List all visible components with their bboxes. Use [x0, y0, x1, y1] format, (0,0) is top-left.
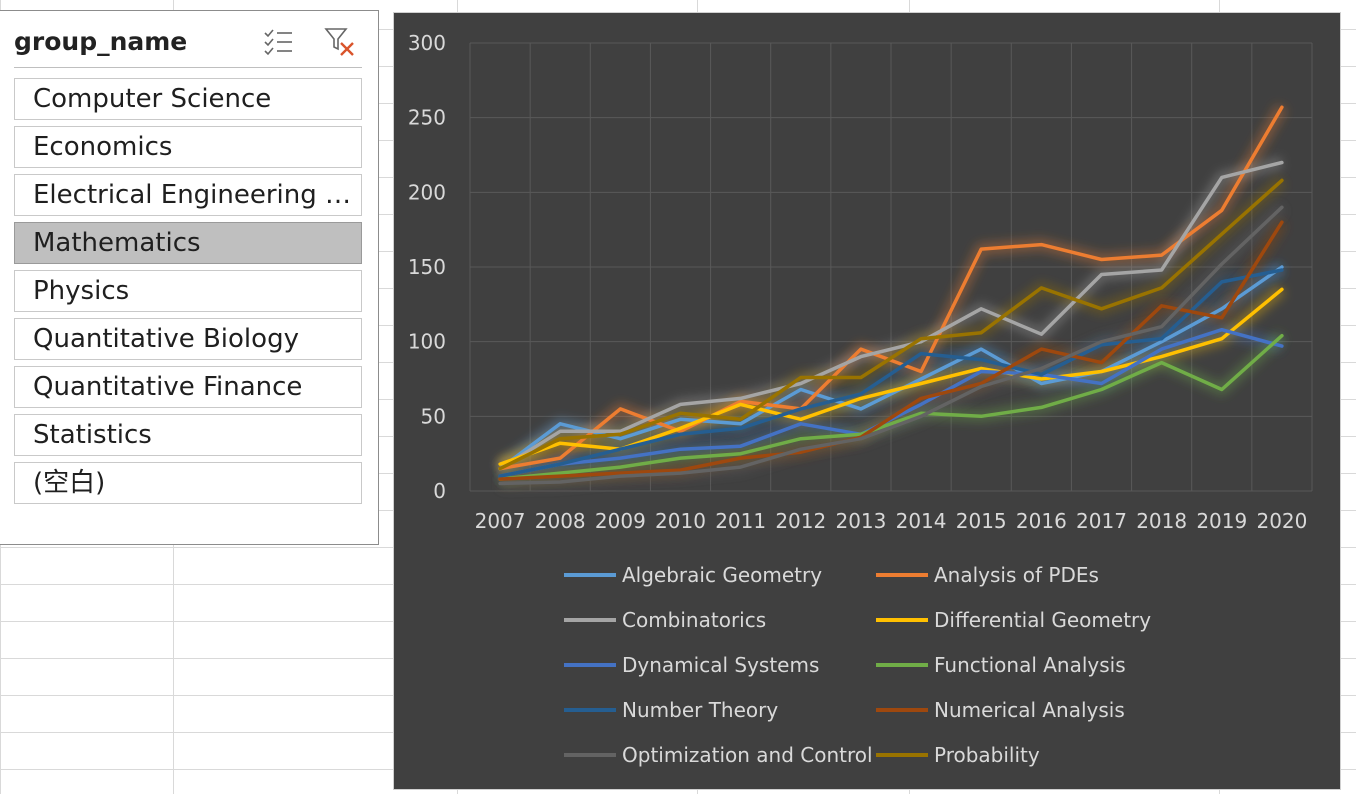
- y-axis-ticks: 0 50 100 150 200 250 300: [408, 31, 446, 503]
- legend-label[interactable]: Optimization and Control: [622, 743, 873, 767]
- y-tick-label: 200: [408, 180, 446, 204]
- series-line[interactable]: [498, 268, 1284, 478]
- y-tick-label: 300: [408, 31, 446, 55]
- clear-filter-icon[interactable]: [320, 25, 360, 59]
- series-line[interactable]: [498, 178, 1284, 471]
- x-tick-label: 2010: [655, 509, 706, 533]
- legend-label[interactable]: Algebraic Geometry: [622, 563, 822, 587]
- x-tick-label: 2015: [956, 509, 1007, 533]
- x-tick-label: 2011: [715, 509, 766, 533]
- legend-label[interactable]: Probability: [934, 743, 1040, 767]
- chart-legend: Algebraic Geometry Analysis of PDEs Combin…: [564, 563, 1151, 767]
- series-line[interactable]: [498, 220, 1284, 481]
- y-tick-label: 250: [408, 106, 446, 130]
- series-line[interactable]: [498, 160, 1284, 471]
- slicer-item-quantitative-finance[interactable]: Quantitative Finance: [14, 366, 362, 408]
- y-tick-label: 100: [408, 330, 446, 354]
- x-tick-label: 2018: [1136, 509, 1187, 533]
- series-line[interactable]: [498, 265, 1284, 471]
- legend-label[interactable]: Dynamical Systems: [622, 653, 819, 677]
- slicer-header-divider: [14, 67, 362, 68]
- series-lines: [498, 105, 1284, 486]
- x-tick-label: 2013: [835, 509, 886, 533]
- series-line[interactable]: [498, 333, 1284, 481]
- legend-label[interactable]: Differential Geometry: [934, 608, 1151, 632]
- x-axis-ticks: 2007 2008 2009 2010 2011 2012 2013 2014 2015 2016…: [475, 509, 1308, 533]
- slicer-item-mathematics[interactable]: Mathematics: [14, 222, 362, 264]
- line-chart[interactable]: 0 50 100 150 200 250 300 2007 2008 2009 2010 2011 2…: [393, 12, 1341, 790]
- legend-label[interactable]: Number Theory: [622, 698, 778, 722]
- multi-select-icon[interactable]: [258, 25, 298, 59]
- x-tick-label: 2012: [775, 509, 826, 533]
- x-tick-label: 2009: [595, 509, 646, 533]
- legend-label[interactable]: Functional Analysis: [934, 653, 1126, 677]
- y-tick-label: 50: [421, 404, 446, 428]
- legend-label[interactable]: Combinatorics: [622, 608, 766, 632]
- y-tick-label: 0: [433, 479, 446, 503]
- slicer-item-quantitative-biology[interactable]: Quantitative Biology: [14, 318, 362, 360]
- slicer-item-economics[interactable]: Economics: [14, 126, 362, 168]
- slicer-item-computer-science[interactable]: Computer Science: [14, 78, 362, 120]
- group-name-slicer: group_name Computer Science Economics El…: [0, 10, 379, 545]
- series-line[interactable]: [498, 205, 1284, 486]
- series-line[interactable]: [498, 105, 1284, 471]
- slicer-item-electrical-engineering[interactable]: Electrical Engineering a...: [14, 174, 362, 216]
- slicer-item-list: Computer Science Economics Electrical En…: [14, 78, 362, 510]
- x-tick-label: 2017: [1076, 509, 1127, 533]
- slicer-item-statistics[interactable]: Statistics: [14, 414, 362, 456]
- slicer-item-physics[interactable]: Physics: [14, 270, 362, 312]
- x-tick-label: 2007: [475, 509, 526, 533]
- legend-label[interactable]: Analysis of PDEs: [934, 563, 1099, 587]
- x-tick-label: 2020: [1256, 509, 1307, 533]
- y-tick-label: 150: [408, 255, 446, 279]
- legend-label[interactable]: Numerical Analysis: [934, 698, 1125, 722]
- x-tick-label: 2019: [1196, 509, 1247, 533]
- x-tick-label: 2016: [1016, 509, 1067, 533]
- x-tick-label: 2014: [896, 509, 947, 533]
- x-tick-label: 2008: [535, 509, 586, 533]
- slicer-item-blank[interactable]: (空白): [14, 462, 362, 504]
- slicer-title: group_name: [14, 27, 188, 56]
